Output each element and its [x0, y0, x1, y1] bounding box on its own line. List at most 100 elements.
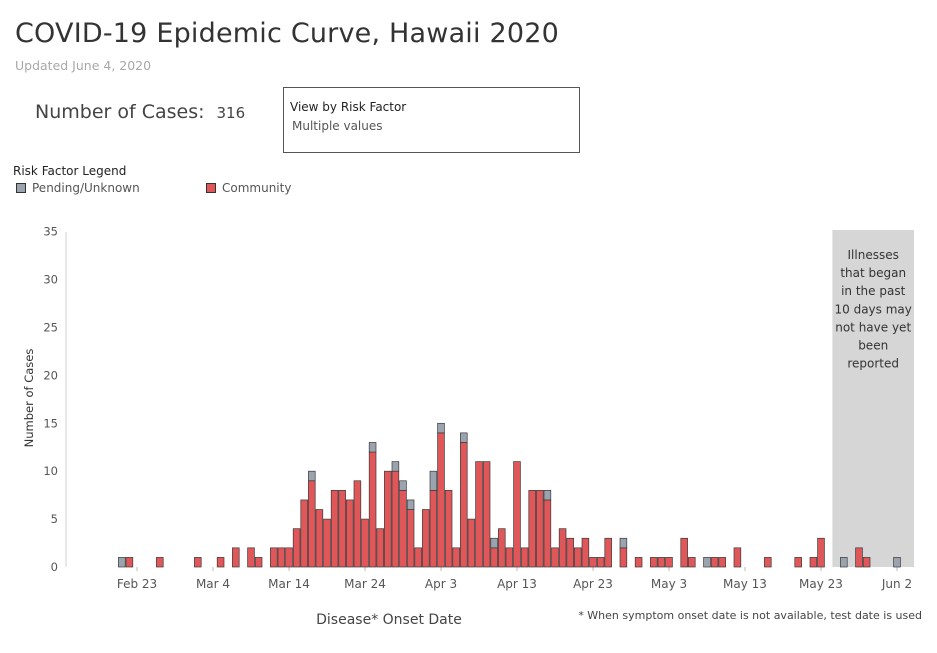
bar-pending: [368, 442, 377, 453]
bar-community: [156, 557, 164, 568]
bar-community: [384, 470, 392, 568]
y-tick-label: 5: [51, 512, 58, 526]
updated-date: Updated June 4, 2020: [15, 58, 152, 73]
bar-community: [558, 528, 567, 568]
bar-community: [437, 432, 445, 568]
x-tick-label: May 3: [651, 577, 687, 591]
bar-community: [444, 490, 453, 568]
bar-pending: [490, 537, 498, 549]
legend-label-community: Community: [222, 181, 292, 195]
footnote: * When symptom onset date is not availab…: [578, 609, 922, 622]
bar-community: [194, 557, 202, 568]
x-tick-label: Apr 13: [497, 577, 537, 591]
y-tick-label: 20: [43, 368, 58, 382]
bar-community: [460, 442, 468, 568]
annotation-line: that began: [840, 266, 906, 280]
bar-community: [855, 547, 863, 568]
annotation-line: Illnesses: [848, 248, 899, 262]
bar-pending: [429, 470, 438, 491]
bar-community: [376, 528, 384, 568]
legend-label-pending: Pending/Unknown: [32, 181, 140, 195]
bar-community: [406, 509, 415, 568]
bar-community: [718, 557, 726, 568]
bar-pending: [391, 461, 400, 472]
bar-community: [710, 557, 719, 568]
bar-community: [270, 547, 278, 568]
bar-community: [292, 528, 301, 568]
bar-community: [391, 470, 400, 568]
annotation-line: in the past: [841, 284, 905, 298]
annotation-line: been: [858, 339, 888, 353]
bar-community: [361, 518, 369, 568]
bar-community: [680, 537, 688, 568]
y-tick-label: 15: [43, 416, 58, 430]
bar-community: [475, 461, 483, 568]
bar-community: [482, 461, 491, 568]
bar-community: [817, 537, 825, 568]
bar-pending: [406, 499, 415, 510]
bar-community: [665, 557, 673, 568]
bar-community: [809, 557, 818, 568]
bar-community: [604, 537, 612, 568]
bar-pending: [619, 537, 628, 549]
x-tick-label: May 23: [799, 577, 843, 591]
bar-community: [596, 557, 605, 568]
case-count-value: 316: [216, 104, 246, 122]
legend-item-community[interactable]: Community: [206, 181, 291, 195]
bar-community: [619, 547, 628, 568]
bar-community: [414, 547, 422, 568]
bar-community: [733, 547, 742, 568]
x-tick-label: Apr 23: [573, 577, 613, 591]
bar-community: [308, 480, 316, 568]
bar-community: [505, 547, 514, 568]
bar-community: [330, 490, 339, 568]
recent-days-band: [832, 230, 914, 567]
y-axis-label: Number of Cases: [22, 349, 36, 448]
x-tick-label: Jun 2: [881, 577, 912, 591]
bar-community: [277, 547, 286, 568]
bar-community: [589, 557, 597, 568]
x-tick-label: Apr 3: [425, 577, 457, 591]
bar-community: [688, 557, 696, 568]
risk-factor-filter[interactable]: View by Risk Factor Multiple values: [283, 87, 580, 153]
legend-swatch-community: [206, 183, 216, 193]
x-tick-label: Mar 4: [196, 577, 230, 591]
y-tick-label: 30: [43, 273, 58, 287]
filter-value[interactable]: Multiple values: [292, 119, 383, 133]
bar-community: [452, 547, 460, 568]
bar-pending: [840, 557, 848, 568]
bar-pending: [543, 490, 552, 501]
bar-community: [247, 547, 255, 568]
bar-community: [634, 557, 643, 568]
annotation-line: reported: [847, 357, 899, 371]
x-tick-label: Mar 24: [344, 577, 386, 591]
bar-community: [315, 509, 324, 568]
y-tick-label: 0: [51, 560, 58, 574]
bar-community: [323, 518, 331, 568]
bar-community: [422, 509, 430, 568]
bar-community: [353, 480, 362, 568]
annotation-line: 10 days may: [835, 302, 912, 316]
bar-pending: [460, 432, 468, 443]
case-count-label: Number of Cases:: [35, 101, 205, 123]
case-count: Number of Cases: 316: [35, 101, 245, 123]
bar-community: [543, 499, 552, 568]
bar-community: [368, 451, 377, 568]
y-tick-label: 10: [43, 464, 58, 478]
bar-community: [657, 557, 666, 568]
legend-item-pending[interactable]: Pending/Unknown: [16, 181, 140, 195]
bar-pending: [118, 557, 126, 568]
bar-pending: [893, 557, 901, 568]
bar-community: [338, 490, 346, 568]
bar-community: [574, 547, 582, 568]
bar-community: [498, 528, 506, 568]
bar-community: [551, 547, 559, 568]
bar-community: [581, 537, 590, 568]
bar-community: [216, 557, 225, 568]
bar-community: [125, 557, 134, 568]
bar-community: [566, 537, 574, 568]
x-axis-label: Disease* Onset Date: [316, 612, 462, 628]
bar-pending: [437, 422, 445, 434]
bar-community: [536, 490, 544, 568]
bar-community: [399, 490, 407, 568]
